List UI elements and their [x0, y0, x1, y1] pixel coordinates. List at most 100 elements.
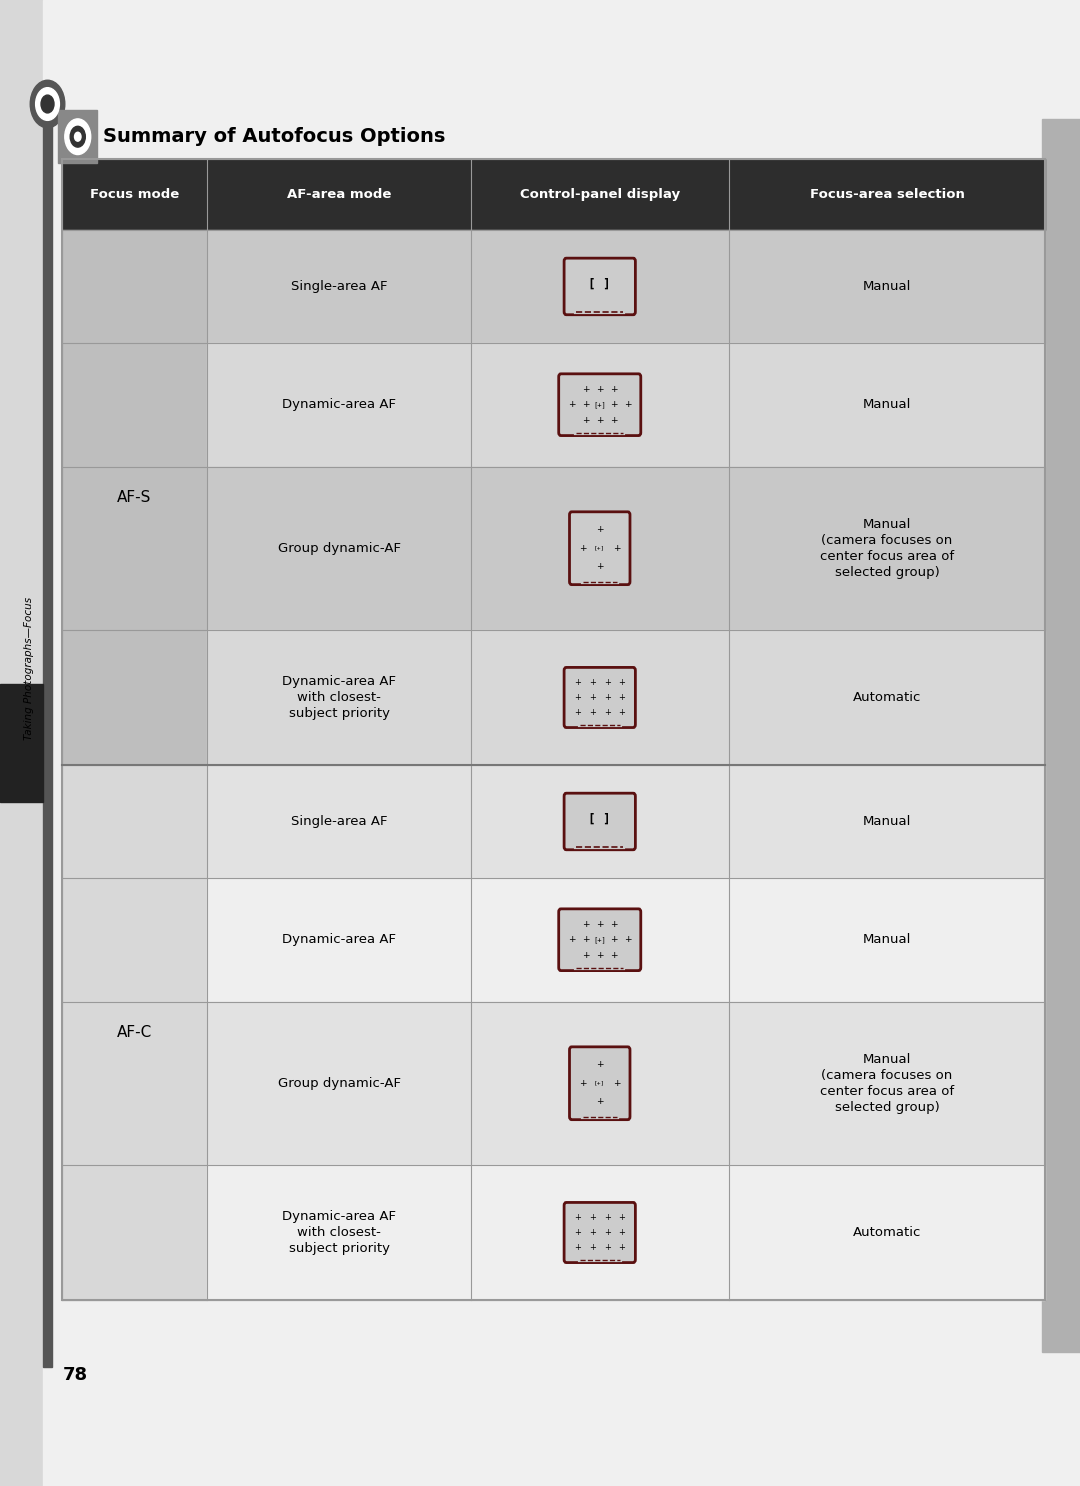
- Circle shape: [30, 80, 65, 128]
- Text: +: +: [579, 544, 586, 553]
- Text: AF-C: AF-C: [117, 1025, 152, 1040]
- FancyBboxPatch shape: [569, 1046, 630, 1119]
- Bar: [207, 765, 471, 878]
- Bar: [62, 878, 207, 1002]
- Bar: [471, 765, 729, 878]
- Bar: [729, 878, 1045, 1002]
- Text: AF-area mode: AF-area mode: [287, 189, 391, 201]
- Bar: [62, 467, 207, 630]
- Text: +: +: [619, 707, 625, 716]
- Circle shape: [65, 119, 91, 155]
- Text: Control-panel display: Control-panel display: [519, 189, 679, 201]
- Text: Automatic: Automatic: [853, 691, 921, 704]
- Text: +: +: [619, 1242, 625, 1251]
- Text: +: +: [604, 1242, 610, 1251]
- Text: +: +: [589, 692, 596, 701]
- FancyBboxPatch shape: [564, 1202, 635, 1263]
- Text: [ ]: [ ]: [589, 278, 611, 290]
- Text: +: +: [582, 935, 590, 944]
- Bar: [207, 1165, 471, 1300]
- Bar: [62, 159, 1045, 1300]
- Text: 78: 78: [63, 1366, 89, 1383]
- Text: Summary of Autofocus Options: Summary of Autofocus Options: [103, 128, 445, 146]
- Text: AF-S: AF-S: [117, 490, 151, 505]
- Circle shape: [36, 88, 59, 120]
- Text: Dynamic-area AF
with closest-
subject priority: Dynamic-area AF with closest- subject pr…: [282, 1210, 396, 1256]
- Bar: [471, 467, 729, 630]
- Text: Focus mode: Focus mode: [90, 189, 179, 201]
- Text: Single-area AF: Single-area AF: [291, 279, 388, 293]
- Text: Manual: Manual: [863, 398, 912, 412]
- Text: +: +: [619, 678, 625, 688]
- Text: +: +: [610, 935, 618, 944]
- Text: +: +: [610, 416, 618, 425]
- Text: [ ]: [ ]: [589, 813, 611, 825]
- Text: +: +: [604, 1227, 610, 1236]
- Bar: [729, 765, 1045, 878]
- Bar: [62, 630, 207, 765]
- Text: +: +: [610, 951, 618, 960]
- Circle shape: [75, 132, 81, 141]
- Bar: [729, 230, 1045, 343]
- Text: +: +: [589, 1242, 596, 1251]
- Bar: [1042, 119, 1080, 1352]
- Text: +: +: [568, 935, 576, 944]
- FancyBboxPatch shape: [564, 794, 635, 850]
- Bar: [0, 684, 43, 802]
- Bar: [471, 230, 729, 343]
- Text: Manual: Manual: [863, 814, 912, 828]
- Bar: [729, 343, 1045, 467]
- Bar: [62, 159, 1045, 230]
- Text: Single-area AF: Single-area AF: [291, 814, 388, 828]
- Bar: [729, 467, 1045, 630]
- Text: Manual: Manual: [863, 933, 912, 947]
- Text: [+]: [+]: [594, 545, 606, 551]
- Text: +: +: [624, 935, 632, 944]
- Text: +: +: [596, 525, 604, 533]
- Text: +: +: [589, 1214, 596, 1223]
- Bar: [471, 343, 729, 467]
- Bar: [207, 230, 471, 343]
- Text: +: +: [619, 692, 625, 701]
- Text: Automatic: Automatic: [853, 1226, 921, 1239]
- Text: Dynamic-area AF: Dynamic-area AF: [282, 933, 396, 947]
- Bar: [471, 878, 729, 1002]
- Bar: [207, 343, 471, 467]
- FancyBboxPatch shape: [558, 909, 640, 970]
- Text: +: +: [596, 385, 604, 394]
- Circle shape: [70, 126, 85, 147]
- Text: +: +: [604, 692, 610, 701]
- Bar: [471, 1165, 729, 1300]
- Text: +: +: [596, 1098, 604, 1107]
- Bar: [729, 1165, 1045, 1300]
- Text: +: +: [575, 1227, 581, 1236]
- Circle shape: [41, 95, 54, 113]
- Bar: [62, 343, 207, 467]
- Text: Taking Photographs—Focus: Taking Photographs—Focus: [24, 597, 35, 740]
- Text: +: +: [610, 385, 618, 394]
- Bar: [207, 630, 471, 765]
- Bar: [62, 765, 207, 878]
- Text: +: +: [579, 1079, 586, 1088]
- Text: +: +: [596, 1060, 604, 1068]
- Text: Focus-area selection: Focus-area selection: [810, 189, 964, 201]
- Bar: [207, 467, 471, 630]
- Text: +: +: [596, 416, 604, 425]
- Bar: [62, 230, 207, 343]
- FancyBboxPatch shape: [569, 511, 630, 584]
- Bar: [471, 1002, 729, 1165]
- Text: +: +: [619, 1214, 625, 1223]
- Text: +: +: [582, 385, 590, 394]
- Bar: [207, 878, 471, 1002]
- Bar: [62, 1165, 207, 1300]
- Text: +: +: [624, 400, 632, 409]
- Text: +: +: [568, 400, 576, 409]
- Bar: [471, 630, 729, 765]
- Text: +: +: [604, 1214, 610, 1223]
- FancyBboxPatch shape: [564, 667, 635, 728]
- Text: +: +: [589, 1227, 596, 1236]
- Bar: [207, 1002, 471, 1165]
- Text: Manual: Manual: [863, 279, 912, 293]
- Text: +: +: [619, 1227, 625, 1236]
- Text: +: +: [610, 920, 618, 929]
